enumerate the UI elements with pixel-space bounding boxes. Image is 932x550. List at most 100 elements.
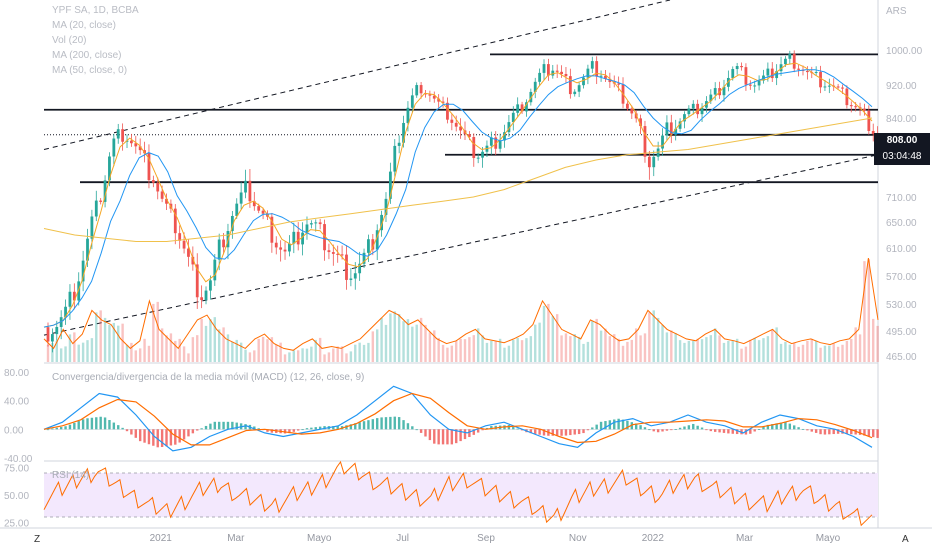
volume-bar (178, 338, 181, 362)
candle-body (68, 291, 72, 307)
rsi-legend: RSI (14) (52, 470, 90, 481)
volume-bar (858, 334, 862, 362)
candle-body (784, 58, 787, 65)
macd-histogram-bar (832, 429, 835, 435)
macd-histogram-bar (406, 423, 410, 430)
volume-bar (450, 345, 454, 362)
volume-bar (393, 311, 396, 362)
candle-body (604, 75, 607, 79)
macd-histogram-bar (696, 425, 699, 430)
candle-body (617, 83, 621, 85)
macd-histogram-bar (393, 416, 396, 430)
macd-histogram-bar (678, 427, 682, 430)
volume-bar (793, 342, 796, 362)
macd-histogram-bar (599, 421, 603, 430)
volume-bar (292, 350, 296, 362)
candle-body (564, 73, 568, 77)
macd-histogram-bar (77, 421, 80, 430)
macd-histogram-bar (86, 418, 89, 430)
volume-bar (569, 336, 572, 362)
price-tick-label: 530.00 (886, 300, 917, 311)
macd-histogram-bar (222, 421, 225, 430)
candle-body (639, 118, 642, 127)
volume-bar (305, 348, 309, 362)
volume-bar (476, 328, 480, 362)
volume-bar (823, 345, 827, 362)
volume-bar (336, 346, 339, 362)
macd-histogram-bar (749, 429, 752, 434)
volume-bar (367, 342, 370, 362)
macd-histogram-bar (806, 429, 809, 431)
candle-body (481, 151, 484, 158)
macd-histogram-bar (235, 422, 238, 430)
candle-body (239, 192, 243, 204)
volume-bar (560, 335, 563, 362)
volume-bar (437, 337, 440, 362)
candle-body (498, 140, 502, 149)
candle-body (577, 85, 581, 92)
macd-tick-label: 80.00 (4, 368, 29, 379)
last-price-tag: 808.00 (874, 133, 930, 149)
candle-body (64, 306, 67, 318)
auto-scale-button[interactable]: A (902, 534, 909, 545)
zoom-button[interactable]: Z (34, 534, 41, 545)
volume-bar (731, 340, 734, 362)
price-tick-label: 495.00 (886, 327, 917, 338)
candle-body (99, 200, 103, 202)
volume-bar (595, 318, 598, 362)
macd-histogram-bar (441, 429, 445, 445)
macd-histogram-bar (81, 419, 85, 430)
volume-bar (692, 340, 695, 362)
volume-bar (520, 340, 524, 362)
volume-bar (261, 336, 265, 362)
macd-histogram-bar (714, 429, 717, 432)
volume-bar (494, 340, 497, 362)
volume-bar (55, 340, 58, 362)
candle-body (50, 334, 54, 342)
volume-bar (771, 329, 774, 362)
macd-histogram-bar (318, 426, 322, 430)
volume-bar (112, 322, 116, 362)
volume-bar (674, 333, 677, 362)
macd-histogram-bar (419, 429, 423, 433)
candle-body (397, 142, 401, 146)
candle-body (46, 327, 50, 342)
macd-histogram-bar (705, 429, 708, 431)
candle-body (384, 198, 388, 215)
macd-histogram-bar (95, 417, 98, 430)
volume-bar (358, 342, 361, 362)
candle-body (599, 75, 603, 77)
volume-bar (854, 327, 857, 362)
candle-body (116, 129, 120, 139)
macd-histogram-bar (463, 429, 467, 440)
candle-body (757, 80, 761, 86)
volume-bar (345, 353, 348, 362)
volume-bar (415, 324, 418, 362)
volume-bar (468, 337, 471, 362)
volume-bar (652, 310, 655, 362)
candle-body (551, 70, 555, 76)
macd-histogram-bar (376, 418, 379, 430)
candle-body (590, 61, 594, 69)
candle-body (647, 156, 651, 168)
volume-bar (384, 324, 388, 362)
volume-bar (174, 340, 177, 362)
volume-bar (318, 337, 322, 362)
volume-bar (836, 346, 840, 362)
candle-body (516, 104, 520, 113)
macd-histogram-bar (652, 429, 655, 432)
candle-body (380, 214, 383, 231)
macd-histogram-bar (204, 425, 208, 430)
volume-bar (485, 342, 489, 362)
price-tick-label: 570.00 (886, 272, 917, 283)
volume-bar (283, 354, 287, 362)
volume-bar (534, 324, 537, 362)
volume-bar (389, 313, 392, 362)
candle-body (661, 135, 664, 149)
candle-body (134, 143, 138, 147)
volume-bar (586, 341, 590, 362)
candle-body (687, 108, 691, 115)
macd-histogram-bar (753, 429, 756, 432)
volume-bar (542, 305, 546, 362)
